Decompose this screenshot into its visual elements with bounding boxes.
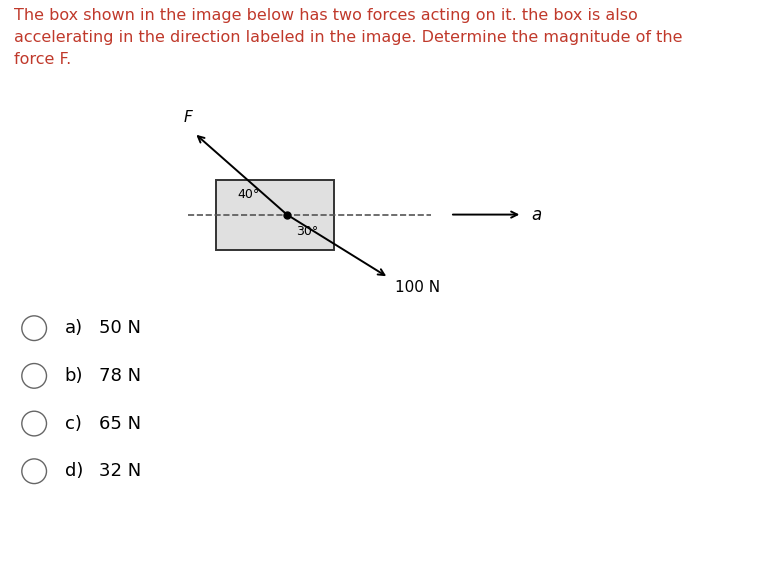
Text: d): d) xyxy=(65,462,83,480)
Text: 32 N: 32 N xyxy=(99,462,141,480)
Text: The box shown in the image below has two forces acting on it. the box is also
ac: The box shown in the image below has two… xyxy=(14,8,682,67)
Text: b): b) xyxy=(65,367,83,385)
Text: c): c) xyxy=(65,415,81,433)
Text: 100 N: 100 N xyxy=(395,280,440,296)
Text: a: a xyxy=(531,205,542,224)
Text: 50 N: 50 N xyxy=(99,319,140,337)
Text: 65 N: 65 N xyxy=(99,415,141,433)
Text: 40°: 40° xyxy=(238,187,260,200)
Bar xyxy=(216,180,334,250)
Text: 78 N: 78 N xyxy=(99,367,141,385)
Text: 30°: 30° xyxy=(296,225,318,238)
Text: F: F xyxy=(184,109,193,125)
Text: a): a) xyxy=(65,319,83,337)
